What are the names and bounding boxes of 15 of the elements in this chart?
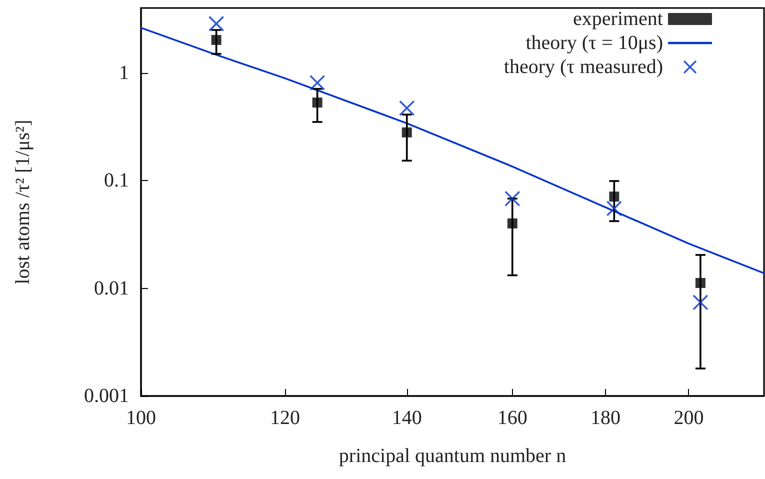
legend-label: experiment — [573, 8, 664, 30]
x-tick-label: 200 — [674, 407, 704, 429]
y-tick-label: 0.1 — [104, 170, 129, 192]
y-tick-label: 0.001 — [84, 385, 129, 407]
x-tick-label: 100 — [126, 407, 156, 429]
x-tick-label: 140 — [392, 407, 422, 429]
x-axis-title: principal quantum number n — [338, 445, 566, 467]
x-tick-label: 180 — [590, 407, 620, 429]
y-tick-label: 1 — [119, 62, 129, 84]
legend-label: theory (τ measured) — [504, 56, 663, 78]
y-tick-label: 0.01 — [94, 277, 129, 300]
x-tick-label: 120 — [270, 407, 300, 429]
y-axis-title: lost atoms /τ² [1/μs²] — [12, 120, 34, 284]
legend-label: theory (τ = 10μs) — [526, 32, 663, 54]
x-tick-label: 160 — [497, 407, 528, 429]
